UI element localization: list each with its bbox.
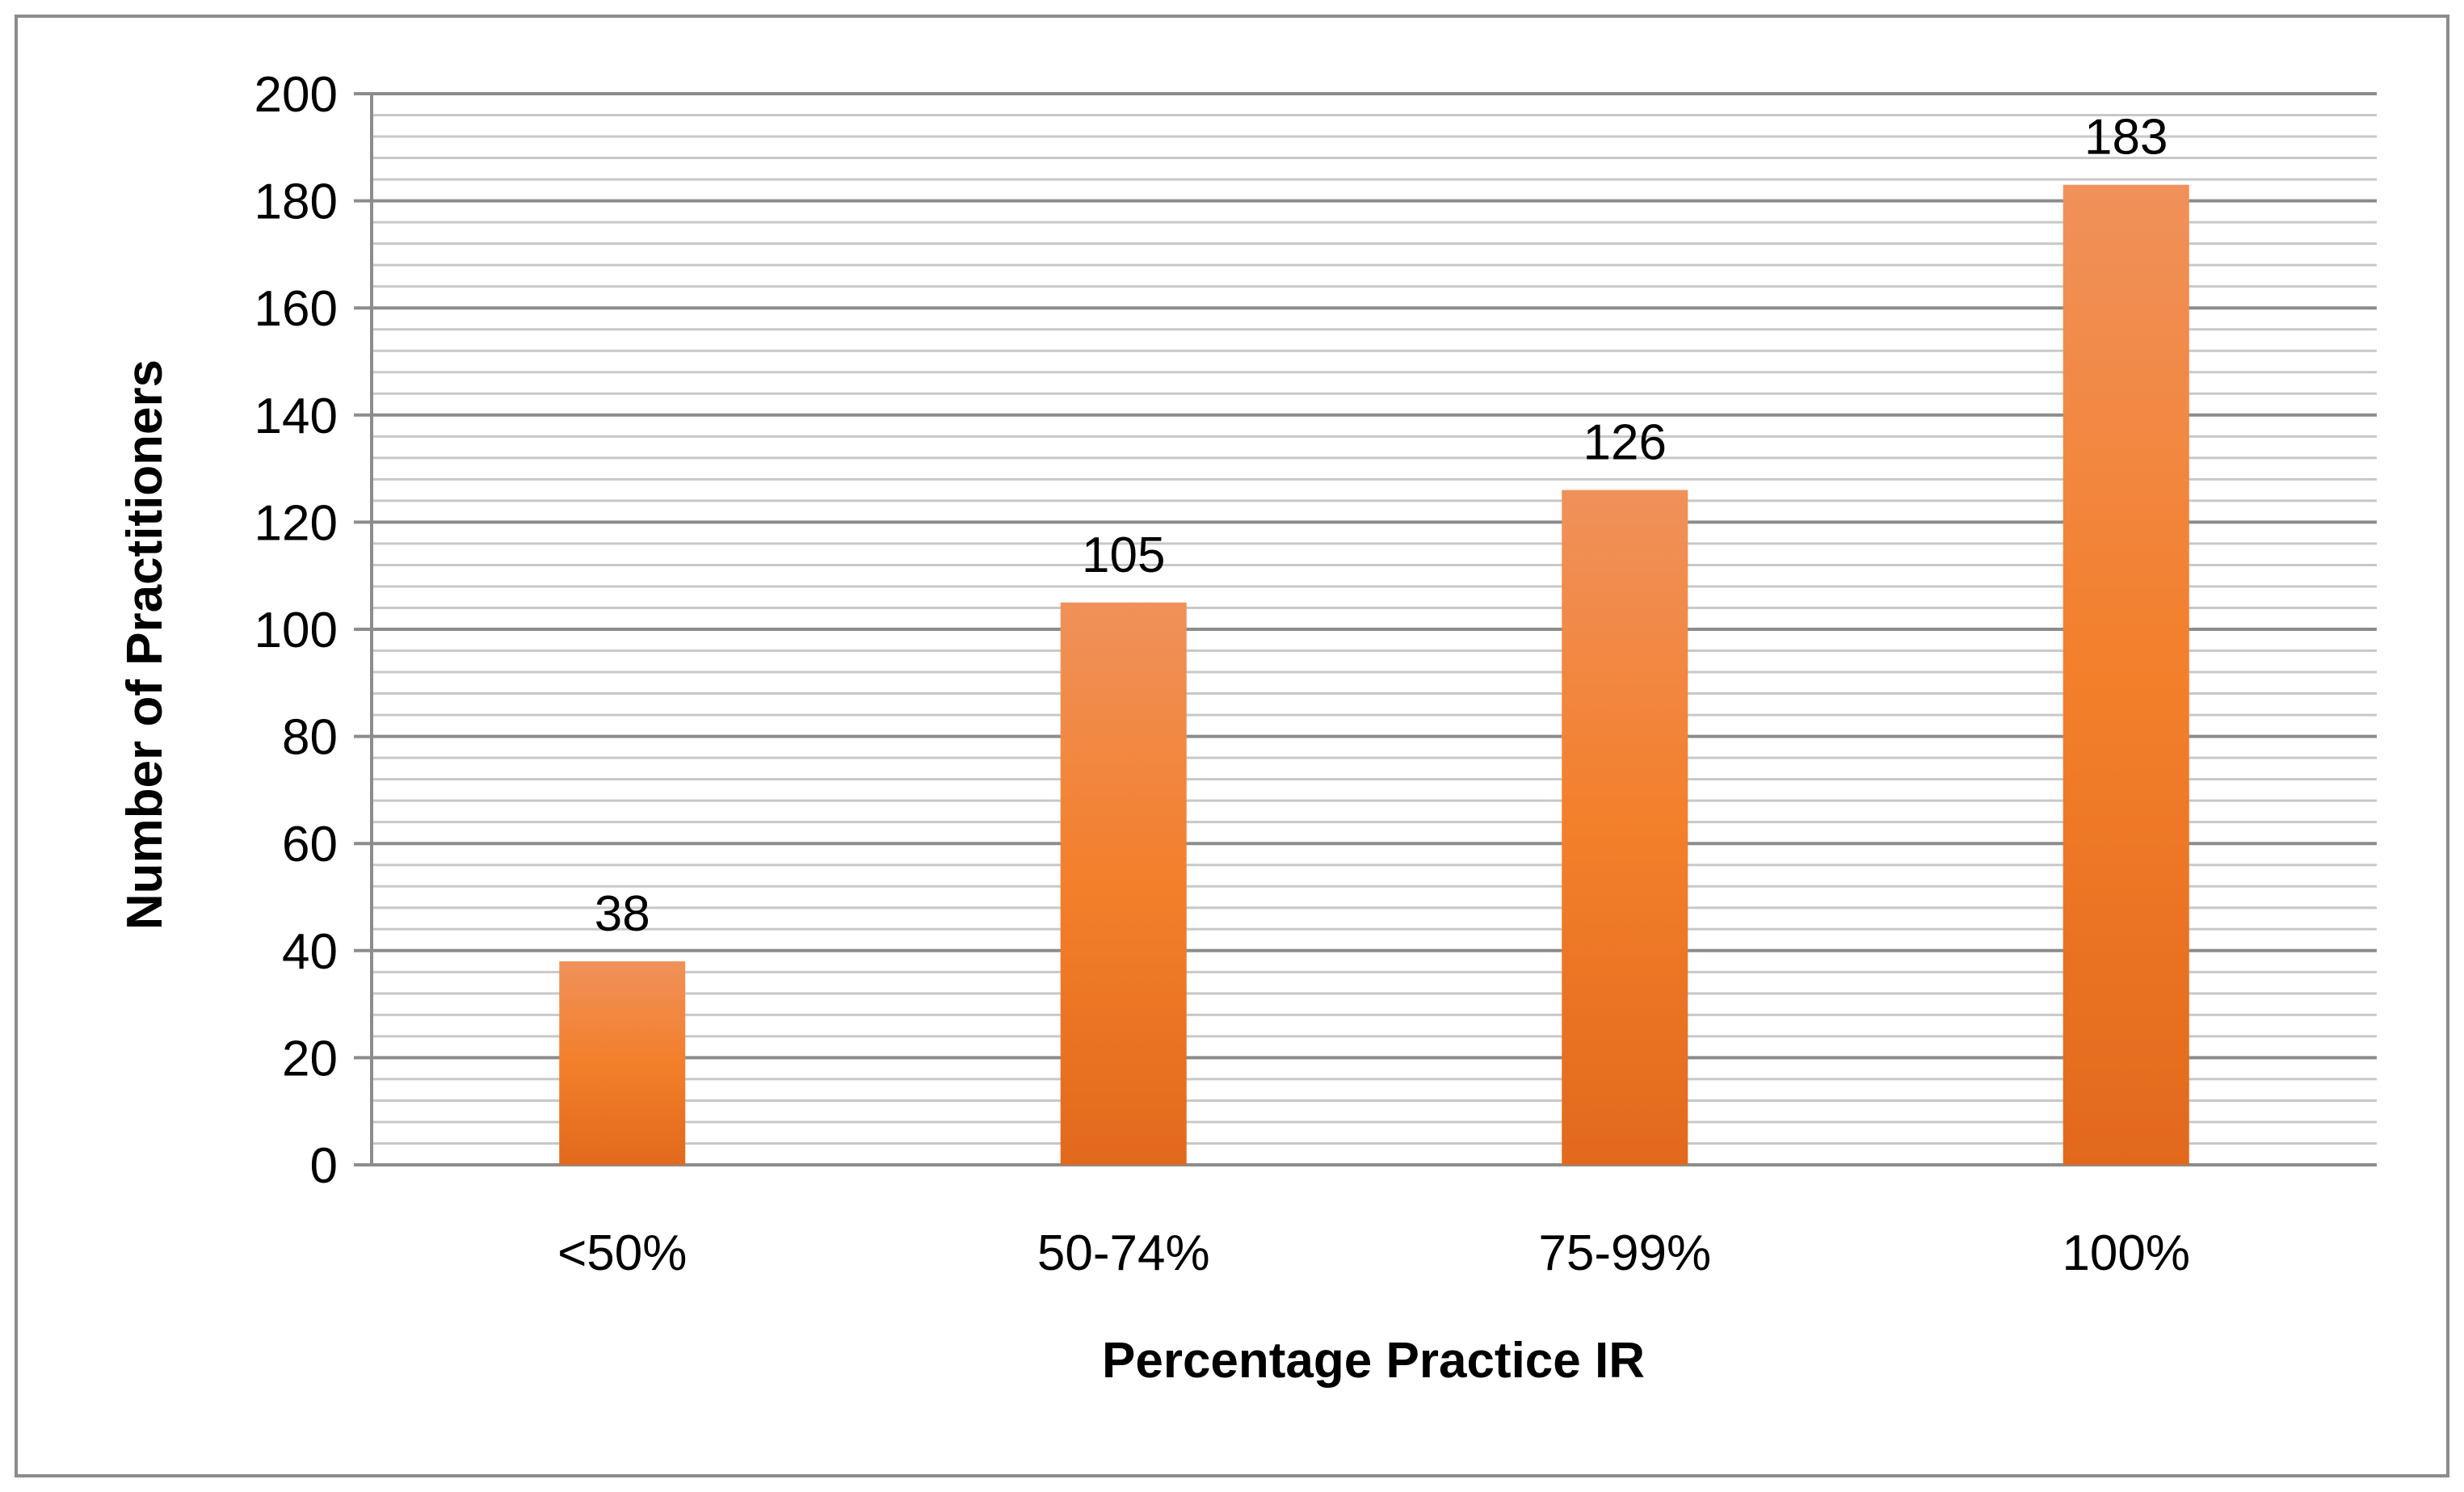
bar [2062, 184, 2189, 1166]
x-tick-label: <50% [557, 1225, 687, 1281]
bar [1562, 490, 1688, 1165]
chart-frame [15, 15, 2449, 1477]
y-tick-label: 80 [282, 710, 338, 766]
y-tick-label: 40 [282, 924, 338, 980]
x-tick-label: 50-74% [1037, 1225, 1210, 1281]
axes [354, 92, 2377, 1166]
labels: 0 20 40 60 80 100 120 140 160 180 200 38 <50% 105 50-7… [254, 67, 2190, 1281]
x-tick-label: 100% [2062, 1225, 2190, 1281]
bars [559, 184, 2189, 1166]
y-tick-label: 60 [282, 817, 338, 872]
y-tick-label: 100 [254, 603, 338, 658]
data-label: 183 [2084, 110, 2168, 166]
y-tick-label: 180 [254, 174, 338, 230]
y-axis-title: Number of Practitioners [117, 359, 173, 930]
data-label: 105 [1082, 527, 1165, 583]
grid-lines [372, 92, 2377, 1145]
y-tick-label: 200 [254, 67, 338, 123]
bar [1060, 602, 1187, 1165]
y-tick-label: 140 [254, 389, 338, 444]
data-label: 38 [595, 886, 650, 942]
x-axis-title: Percentage Practice IR [1102, 1333, 1645, 1389]
y-tick-label: 120 [254, 495, 338, 551]
bar [559, 961, 686, 1165]
y-tick-label: 20 [282, 1031, 338, 1086]
data-label: 126 [1583, 415, 1667, 471]
y-tick-label: 160 [254, 281, 338, 337]
x-tick-label: 75-99% [1538, 1225, 1711, 1281]
y-tick-label: 0 [310, 1138, 338, 1194]
